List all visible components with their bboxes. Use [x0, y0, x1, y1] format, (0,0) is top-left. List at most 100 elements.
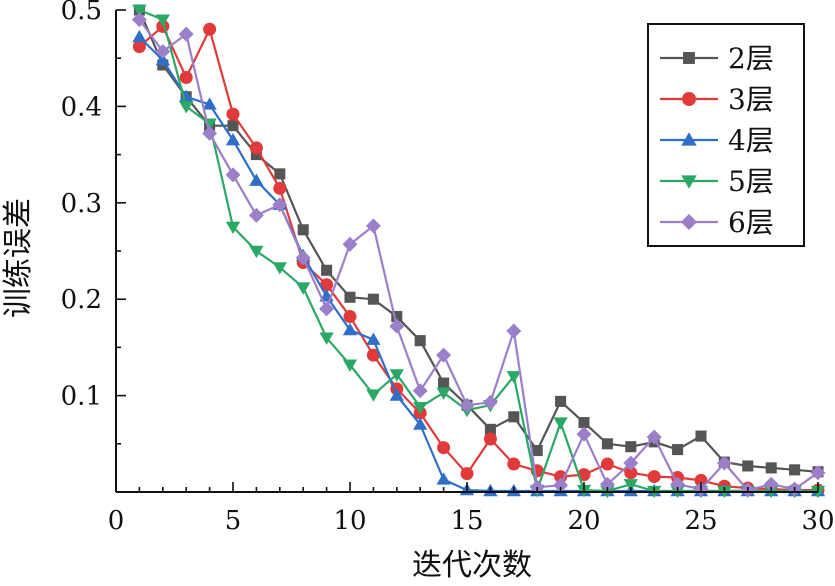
series-3-point-6	[249, 173, 264, 186]
series-1-point-14	[438, 377, 450, 389]
series-1-point-20	[578, 417, 590, 429]
series-1-point-18	[531, 445, 543, 457]
legend-marker	[682, 92, 696, 106]
series-4-point-3	[179, 101, 194, 114]
series-3-point-3	[179, 89, 194, 102]
series-4-point-12	[389, 369, 404, 382]
legend-label: 3层	[728, 83, 774, 116]
x-tick-label: 10	[333, 506, 366, 536]
x-tick-label: 15	[450, 506, 483, 536]
legend-item-1: 2层	[660, 42, 774, 75]
series-4-point-11	[366, 389, 381, 402]
series-5-point-8	[295, 250, 311, 266]
series-5	[131, 12, 826, 498]
series-1-point-13	[414, 335, 426, 347]
series-5-point-1	[131, 12, 147, 28]
y-tick-label: 0.5	[61, 0, 102, 26]
series-4-point-6	[249, 245, 264, 259]
series-3-point-5	[225, 132, 241, 146]
series-4-point-9	[319, 332, 334, 345]
x-axis-title: 迭代次数	[412, 548, 532, 583]
y-tick-label: 0.4	[61, 92, 102, 122]
series-4-point-2	[155, 14, 170, 27]
series-3-point-11	[366, 332, 381, 345]
series-4-point-10	[342, 359, 358, 372]
legend-marker	[681, 132, 697, 146]
series-3-point-4	[202, 97, 217, 110]
x-tick-label: 25	[684, 506, 717, 536]
series-1-point-22	[625, 441, 637, 453]
series-4-point-13	[413, 401, 428, 415]
series-4-point-14	[436, 387, 451, 400]
series-1-point-28	[765, 462, 777, 474]
series-3-point-14	[436, 472, 451, 485]
series-5-line	[138, 18, 819, 492]
series-3-point-10	[342, 322, 358, 336]
series-5-point-10	[342, 236, 358, 252]
series-5-point-23	[646, 429, 662, 445]
series-3-point-12	[389, 388, 404, 401]
series-4-point-22	[623, 479, 638, 492]
series-5-point-11	[365, 218, 381, 234]
legend: 2层 3层 4层 5层 6层	[647, 23, 805, 247]
legend-marker	[680, 213, 698, 231]
series-3-point-13	[413, 417, 428, 430]
series-2-point-14	[437, 441, 451, 455]
legend-item-3: 4层	[660, 124, 774, 157]
series-1-point-29	[789, 464, 801, 476]
series-1-point-27	[742, 460, 754, 472]
series-4-point-1	[132, 4, 147, 18]
series-2-point-3	[179, 70, 193, 84]
series-1-point-10	[344, 291, 356, 303]
series-5-point-16	[482, 394, 498, 410]
legend-item-2: 3层	[660, 83, 774, 116]
series-5-point-7	[272, 197, 288, 213]
series-2-point-15	[460, 467, 474, 481]
legend-marker	[681, 175, 697, 189]
series-5-point-3	[178, 26, 194, 42]
series-5-point-28	[763, 476, 779, 492]
series-1-point-7	[274, 168, 286, 180]
series-5-point-19	[553, 477, 569, 493]
series-5-point-30	[810, 465, 826, 481]
series-4-point-5	[225, 221, 241, 235]
legend-label: 6层	[728, 206, 774, 239]
series-1-point-8	[297, 224, 309, 236]
series-5-point-2	[155, 43, 171, 59]
series-4-point-19	[553, 417, 568, 430]
series-5-point-13	[412, 383, 428, 399]
series-2-point-9	[320, 278, 334, 292]
series-5-point-14	[436, 347, 452, 363]
legend-label: 5层	[728, 165, 774, 198]
x-tick-label: 0	[108, 506, 125, 536]
series-1-point-19	[555, 395, 567, 407]
series-1-point-11	[367, 293, 379, 305]
series-1-point-17	[508, 411, 520, 423]
legend-item-5: 6层	[660, 206, 774, 239]
series-2-point-10	[343, 310, 357, 324]
series-1-point-25	[695, 430, 707, 442]
series-2-point-23	[647, 470, 661, 484]
legend-item-4: 5层	[660, 165, 774, 198]
series-2-point-25	[694, 473, 708, 487]
series-1-point-5	[227, 120, 239, 132]
series-2-point-16	[483, 432, 497, 446]
series-5-point-24	[670, 476, 686, 492]
series-2-point-7	[273, 181, 287, 195]
y-tick-label: 0.1	[61, 382, 102, 412]
series-1-point-24	[672, 444, 684, 456]
series-5-point-26	[716, 455, 732, 471]
series-3-point-2	[155, 52, 170, 66]
series-1-point-21	[601, 438, 613, 450]
series-2-point-11	[366, 348, 380, 362]
legend-marker	[683, 52, 695, 64]
series-1-point-6	[250, 149, 262, 161]
series-5-point-21	[599, 476, 615, 492]
series-2-point-22	[624, 466, 638, 480]
series-2-point-5	[226, 107, 240, 121]
x-tick-label: 30	[801, 506, 834, 536]
series-4-point-17	[506, 371, 521, 384]
x-tick-label: 5	[225, 506, 242, 536]
y-tick-label: 0.3	[61, 189, 102, 219]
